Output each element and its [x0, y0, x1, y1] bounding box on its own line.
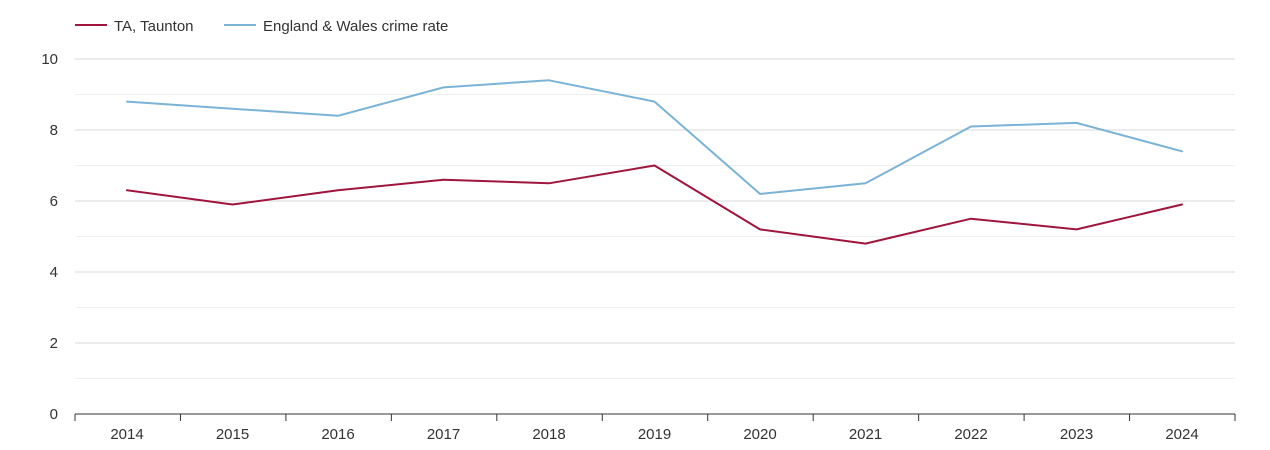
x-tick-label: 2019 — [638, 426, 671, 443]
series-line-1 — [126, 79, 1183, 195]
y-tick-label: 10 — [41, 51, 58, 68]
x-tick-label: 2022 — [954, 426, 987, 443]
y-axis: 0 2 4 6 8 10 — [41, 51, 58, 423]
x-tick-label: 2021 — [849, 426, 882, 443]
legend-label-england-wales: England & Wales crime rate — [263, 18, 448, 35]
series-line-0 — [126, 164, 1183, 245]
y-tick-label: 8 — [50, 122, 58, 139]
x-tick-label: 2017 — [427, 426, 460, 443]
legend: TA, Taunton England & Wales crime rate — [75, 18, 448, 35]
x-axis: 2014 2015 2016 2017 2018 2019 2020 2021 2022 2023… — [74, 413, 1236, 443]
x-tick-label: 2014 — [110, 426, 143, 443]
y-tick-label: 6 — [50, 193, 58, 210]
x-tick-label: 2024 — [1165, 426, 1198, 443]
x-tick-label: 2018 — [532, 426, 565, 443]
legend-label-taunton: TA, Taunton — [114, 18, 194, 35]
y-tick-label: 4 — [50, 264, 58, 281]
x-tick-label: 2016 — [321, 426, 354, 443]
y-tick-label: 0 — [50, 406, 58, 423]
y-tick-label: 2 — [50, 335, 58, 352]
x-tick-label: 2015 — [216, 426, 249, 443]
x-tick-label: 2023 — [1060, 426, 1093, 443]
series-layer — [126, 79, 1183, 245]
grid-lines — [75, 58, 1235, 379]
x-tick-label: 2020 — [743, 426, 776, 443]
